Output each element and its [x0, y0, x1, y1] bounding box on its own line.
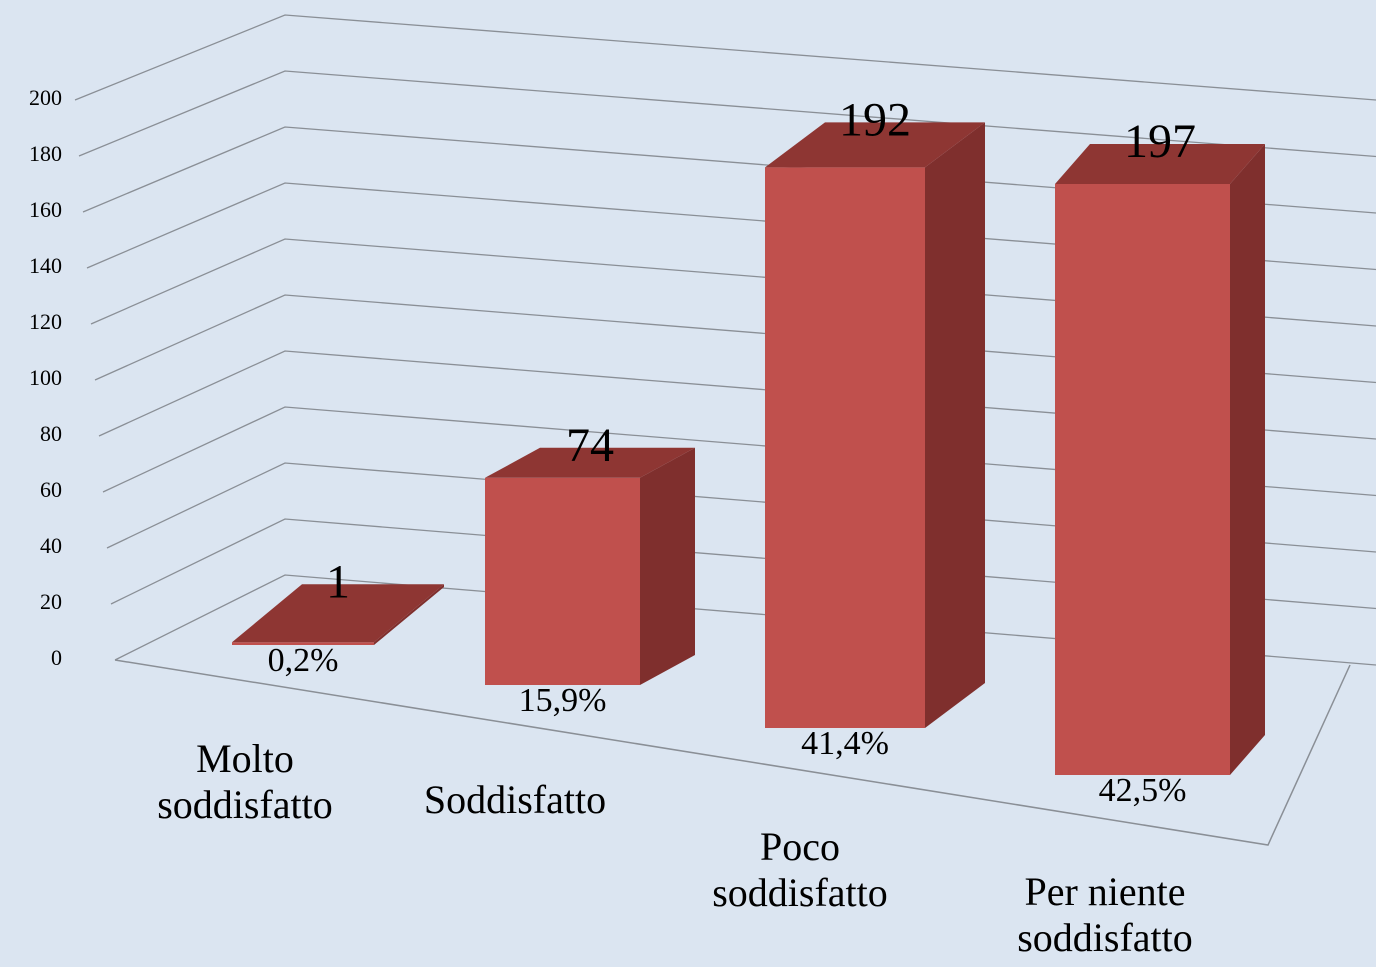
share-label: 15,9%: [519, 682, 607, 719]
value-label: 74: [566, 419, 614, 472]
x-tick-label: Soddisfatto: [423, 777, 607, 822]
bar-side: [1230, 144, 1265, 775]
grid-line: [78, 70, 1376, 158]
bar: [1055, 184, 1230, 775]
y-tick-label: 40: [40, 533, 62, 558]
share-label: 42,5%: [1099, 772, 1187, 809]
x-tick-label: Molto soddisfatto: [157, 736, 333, 827]
value-label: 1: [326, 555, 350, 608]
bar: [232, 642, 374, 645]
bar: [765, 167, 925, 729]
y-tick-label: 140: [29, 253, 62, 278]
share-label: 41,4%: [801, 725, 889, 762]
y-tick-label: 200: [29, 85, 62, 110]
y-tick-label: 160: [29, 197, 62, 222]
bar-top: [1055, 144, 1265, 184]
share-label: 0,2%: [268, 642, 339, 679]
value-label: 192: [839, 93, 911, 146]
value-label: 197: [1124, 115, 1196, 168]
x-tick-label: Per niente soddisfatto: [1017, 869, 1193, 960]
bar-top: [232, 584, 444, 643]
grid-line: [110, 518, 1376, 610]
grid-line: [82, 126, 1376, 214]
y-tick-label: 80: [40, 421, 62, 446]
y-tick-label: 100: [29, 365, 62, 390]
y-tick-label: 0: [51, 645, 62, 670]
bar-top: [765, 122, 985, 168]
y-tick-label: 180: [29, 141, 62, 166]
y-tick-label: 60: [40, 477, 62, 502]
y-tick-label: 120: [29, 309, 62, 334]
bar-side: [374, 584, 444, 645]
bar-top: [485, 447, 695, 478]
floor-edge: [114, 659, 1351, 846]
grid-line: [90, 238, 1376, 327]
y-tick-label: 20: [40, 589, 62, 614]
bar-side: [925, 122, 985, 729]
grid-line: [94, 294, 1376, 384]
bar-side: [640, 447, 695, 685]
grid-line: [114, 574, 1376, 666]
grid-line: [98, 350, 1376, 440]
grid-line: [106, 462, 1376, 553]
bar: [485, 477, 640, 685]
grid-line: [86, 182, 1376, 271]
x-tick-label: Poco soddisfatto: [712, 824, 888, 915]
grid-line: [74, 14, 1376, 101]
grid-line: [102, 406, 1376, 497]
